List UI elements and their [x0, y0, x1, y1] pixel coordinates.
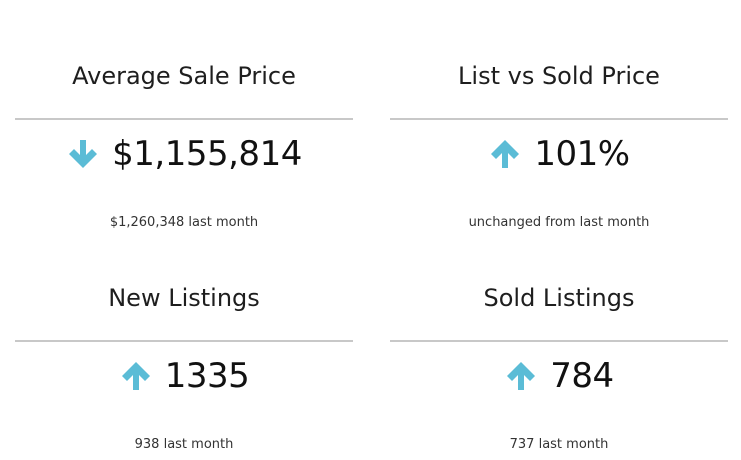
divider: [15, 340, 353, 342]
divider: [15, 118, 353, 120]
arrow-up-icon: [491, 140, 520, 168]
divider: [390, 118, 728, 120]
stat-value: 101%: [534, 134, 630, 174]
stat-comparison: unchanged from last month: [468, 215, 650, 230]
stat-comparison: 938 last month: [134, 437, 234, 452]
arrow-up-icon: [507, 362, 536, 390]
card-title: Sold Listings: [483, 284, 635, 312]
stat-card-new-listings: New Listings 1335 938 last month: [15, 238, 353, 458]
value-row: 784: [390, 352, 728, 400]
card-title: Average Sale Price: [72, 62, 296, 90]
stat-comparison: 737 last month: [509, 437, 609, 452]
card-title: New Listings: [108, 284, 260, 312]
stat-card-list-vs-sold-price: List vs Sold Price 101% unchanged from l…: [390, 16, 728, 236]
stat-value: 1335: [164, 356, 250, 396]
stat-value: 784: [550, 356, 614, 396]
arrow-up-icon: [121, 362, 150, 390]
divider: [390, 340, 728, 342]
value-row: $1,155,814: [15, 130, 353, 178]
stat-card-sold-listings: Sold Listings 784 737 last month: [390, 238, 728, 458]
stat-value: $1,155,814: [112, 134, 302, 174]
value-row: 101%: [390, 130, 728, 178]
stat-card-average-sale-price: Average Sale Price $1,155,814 $1,260,348…: [15, 16, 353, 236]
arrow-down-icon: [69, 140, 98, 168]
stat-comparison: $1,260,348 last month: [109, 215, 259, 230]
value-row: 1335: [15, 352, 353, 400]
card-title: List vs Sold Price: [458, 62, 660, 90]
